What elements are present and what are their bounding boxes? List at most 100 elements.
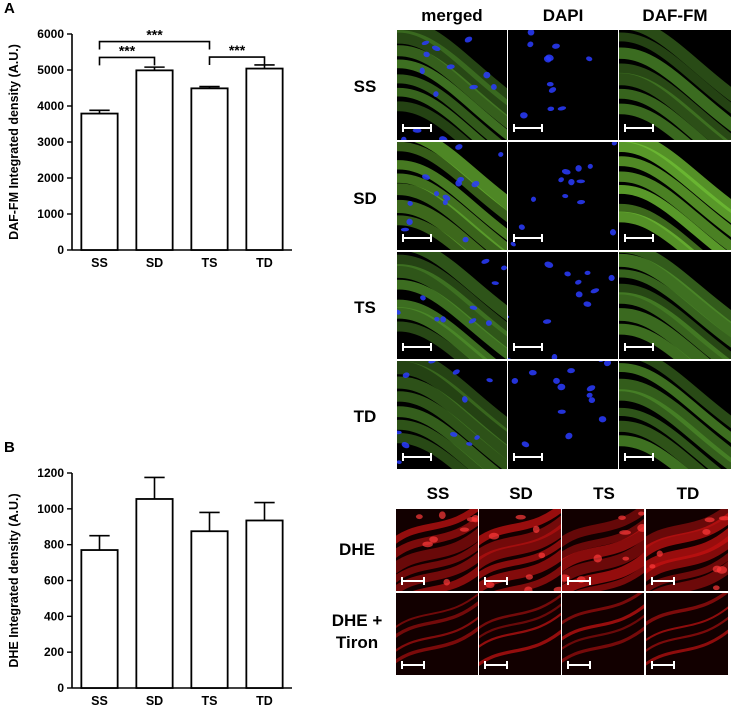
nucleus <box>558 177 564 183</box>
muscle-fiber <box>619 308 710 359</box>
nucleus <box>481 258 490 264</box>
dhe-y-axis-label: DHE Integrated density (A.U.) <box>7 493 21 667</box>
scale-bar <box>513 234 543 242</box>
micrograph-ts-dapi <box>508 252 618 359</box>
daf-bar-sd <box>135 69 174 251</box>
muscle-fiber <box>397 376 507 460</box>
dhe-column-header-sd: SD <box>509 484 533 503</box>
scale-bar <box>484 661 508 669</box>
daf-bar-ss <box>80 112 119 251</box>
muscle-fiber <box>619 283 731 359</box>
dhe-fiber <box>646 606 728 642</box>
muscle-fiber <box>619 252 731 324</box>
muscle-fiber <box>619 203 703 250</box>
muscle-fiber <box>397 87 486 140</box>
dhe-column-header-ss: SS <box>426 484 450 503</box>
dhe-bar-ts <box>190 530 229 689</box>
nucleus <box>471 180 480 188</box>
nucleus <box>397 460 402 464</box>
nucleus <box>528 370 537 376</box>
nucleus <box>455 144 463 150</box>
scale-bar <box>401 577 425 585</box>
dhe-fiber <box>396 593 478 629</box>
nucleus <box>557 409 566 414</box>
row-label-ts: TS <box>354 298 376 317</box>
dhe-fiber <box>646 616 728 653</box>
muscle-fiber <box>619 142 731 224</box>
dhe-fiber <box>396 616 478 652</box>
scale-bar <box>513 343 543 351</box>
scale-bar <box>513 124 543 132</box>
scale-bar <box>402 453 432 461</box>
daf-significance-label: *** <box>146 27 163 43</box>
row-label-dhe: DHE <box>339 540 375 559</box>
micrograph-ts-merged <box>397 252 507 359</box>
dhe-xtick-label-ss: SS <box>91 694 108 708</box>
daf-xtick-label-ts: TS <box>202 256 218 270</box>
dhe-micrograph-dhe-tiron-td <box>646 593 728 675</box>
dhe-fiber <box>646 552 728 591</box>
nucleus <box>474 435 480 440</box>
scale-bar <box>651 661 675 669</box>
muscle-fiber <box>619 389 731 469</box>
column-header-merged: merged <box>421 6 483 25</box>
dhe-micrograph-dhe-ts <box>562 509 644 591</box>
nucleus <box>527 41 534 48</box>
nucleus <box>575 291 583 298</box>
micrograph-image <box>397 142 507 250</box>
scale-bar <box>401 661 425 669</box>
muscle-fiber <box>619 323 691 359</box>
micrograph-image <box>397 30 507 140</box>
muscle-fiber <box>619 292 730 359</box>
column-header-dapi: DAPI <box>542 6 584 25</box>
dhe-fiber <box>413 565 478 591</box>
nucleus <box>598 416 607 423</box>
nucleus <box>586 392 593 398</box>
micrograph-image <box>508 361 618 469</box>
nucleus <box>611 142 618 146</box>
dhe-spot <box>619 530 632 535</box>
dhe-ytick-label: 1000 <box>37 502 64 516</box>
dhe-fiber <box>396 527 478 574</box>
dhe-fiber <box>646 509 728 549</box>
dhe-spot <box>538 552 546 559</box>
micrograph-image <box>508 142 618 250</box>
nucleus <box>483 71 491 79</box>
nucleus <box>588 397 596 404</box>
micrograph-image <box>619 361 731 469</box>
muscle-fiber <box>629 30 731 102</box>
muscle-fiber <box>619 171 731 250</box>
scale-bar <box>567 661 591 669</box>
tile-background <box>508 361 618 469</box>
dhe-spot <box>515 514 526 520</box>
dhe-fiber <box>396 509 478 544</box>
nucleus <box>466 442 473 446</box>
nucleus <box>407 200 413 206</box>
nucleus <box>400 227 410 232</box>
micrograph-image <box>562 509 644 591</box>
nucleus <box>548 87 557 93</box>
nucleus <box>462 396 468 403</box>
muscle-fiber <box>619 378 731 463</box>
nucleus <box>485 320 492 326</box>
dhe-micrograph-dhe-tiron-ts <box>562 593 644 675</box>
micrograph-image <box>396 593 478 675</box>
dhe-fiber <box>396 541 478 583</box>
nucleus <box>565 432 573 440</box>
nucleus <box>469 84 478 90</box>
tile-background <box>508 252 618 359</box>
daf-significance-bracket <box>98 56 156 66</box>
dhe-fiber <box>562 525 644 572</box>
nucleus <box>577 199 586 205</box>
dhe-fiber <box>479 509 561 546</box>
nucleus <box>510 241 516 247</box>
micrograph-image <box>619 142 731 250</box>
dhe-spot <box>422 541 433 548</box>
nucleus <box>433 91 439 97</box>
dhe-fiber <box>646 527 728 575</box>
nucleus <box>586 56 593 62</box>
muscle-fiber <box>397 406 500 469</box>
nucleus <box>419 67 425 75</box>
nucleus <box>468 318 477 324</box>
dhe-bar-chart: 0 200 400 600 800 1000 1200 DHE Integrated dens… <box>7 466 292 708</box>
